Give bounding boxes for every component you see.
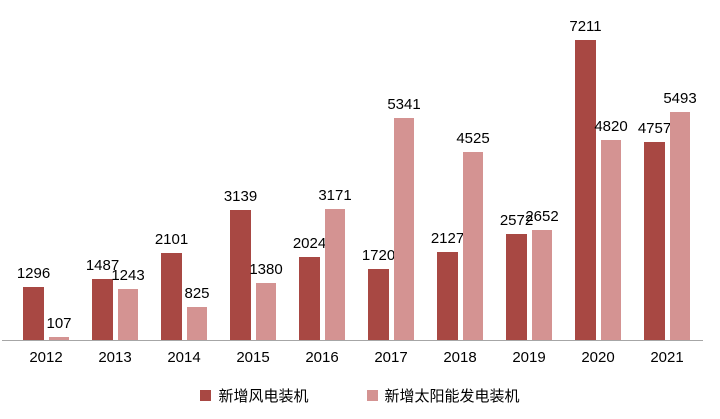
value-label-wind-2013: 1487 bbox=[85, 257, 120, 274]
bar-wind-2014 bbox=[161, 253, 182, 341]
x-tick-2018: 2018 bbox=[443, 349, 477, 366]
x-tick-2020: 2020 bbox=[581, 349, 615, 366]
value-label-wind-2017: 1720 bbox=[361, 247, 396, 264]
bar-wind-2017 bbox=[368, 269, 389, 341]
x-tick-2015: 2015 bbox=[236, 349, 270, 366]
bar-solar-2016 bbox=[325, 209, 345, 341]
legend-label-wind: 新增风电装机 bbox=[218, 388, 309, 405]
x-axis-line bbox=[2, 340, 703, 341]
x-tick-2012: 2012 bbox=[29, 349, 63, 366]
x-tick-2016: 2016 bbox=[305, 349, 339, 366]
value-label-wind-2014: 2101 bbox=[154, 231, 189, 248]
legend-item-solar: 新增太阳能发电装机 bbox=[366, 385, 520, 406]
legend: 新增风电装机 新增太阳能发电装机 bbox=[0, 385, 720, 406]
x-tick-2013: 2013 bbox=[98, 349, 132, 366]
value-label-wind-2019: 2572 bbox=[499, 212, 534, 229]
bar-wind-2018 bbox=[437, 252, 458, 341]
x-tick-2017: 2017 bbox=[374, 349, 408, 366]
legend-swatch-solar-icon bbox=[366, 390, 378, 401]
bar-wind-2012 bbox=[23, 287, 44, 341]
value-label-solar-2014: 825 bbox=[184, 285, 210, 302]
value-label-wind-2021: 4757 bbox=[637, 120, 672, 137]
value-label-wind-2012: 1296 bbox=[16, 265, 51, 282]
bar-wind-2021 bbox=[644, 142, 665, 341]
bar-solar-2015 bbox=[256, 283, 276, 341]
bar-solar-2021 bbox=[670, 112, 690, 341]
bar-solar-2017 bbox=[394, 118, 414, 341]
value-label-wind-2015: 3139 bbox=[223, 188, 258, 205]
bar-solar-2019 bbox=[532, 230, 552, 341]
value-label-solar-2019: 2652 bbox=[525, 208, 559, 225]
bar-solar-2014 bbox=[187, 307, 207, 341]
bar-solar-2013 bbox=[118, 289, 138, 341]
bar-wind-2016 bbox=[299, 257, 320, 341]
value-label-solar-2020: 4820 bbox=[594, 118, 628, 135]
x-tick-2021: 2021 bbox=[650, 349, 684, 366]
value-label-solar-2016: 3171 bbox=[318, 187, 352, 204]
value-label-solar-2017: 5341 bbox=[387, 96, 421, 113]
value-label-solar-2021: 5493 bbox=[663, 90, 697, 107]
bar-wind-2019 bbox=[506, 234, 527, 341]
value-label-solar-2013: 1243 bbox=[111, 267, 145, 284]
value-label-solar-2012: 107 bbox=[46, 315, 72, 332]
bar-solar-2020 bbox=[601, 140, 621, 341]
plot-area: 1296 107 1487 1243 2101 825 3139 1380 2024 3171 17… bbox=[16, 18, 697, 341]
value-label-wind-2018: 2127 bbox=[430, 230, 465, 247]
value-label-wind-2020: 7211 bbox=[569, 18, 602, 35]
value-label-solar-2018: 4525 bbox=[456, 130, 490, 147]
bar-wind-2020 bbox=[575, 40, 596, 341]
bar-solar-2012 bbox=[49, 337, 69, 341]
bar-solar-2018 bbox=[463, 152, 483, 341]
legend-label-solar: 新增太阳能发电装机 bbox=[384, 388, 520, 405]
value-label-wind-2016: 2024 bbox=[292, 235, 327, 252]
legend-swatch-wind-icon bbox=[200, 390, 212, 401]
bar-wind-2015 bbox=[230, 210, 251, 341]
legend-item-wind: 新增风电装机 bbox=[200, 385, 309, 406]
value-label-solar-2015: 1380 bbox=[249, 261, 283, 278]
x-tick-2014: 2014 bbox=[167, 349, 201, 366]
x-tick-2019: 2019 bbox=[512, 349, 546, 366]
bar-wind-2013 bbox=[92, 279, 113, 341]
